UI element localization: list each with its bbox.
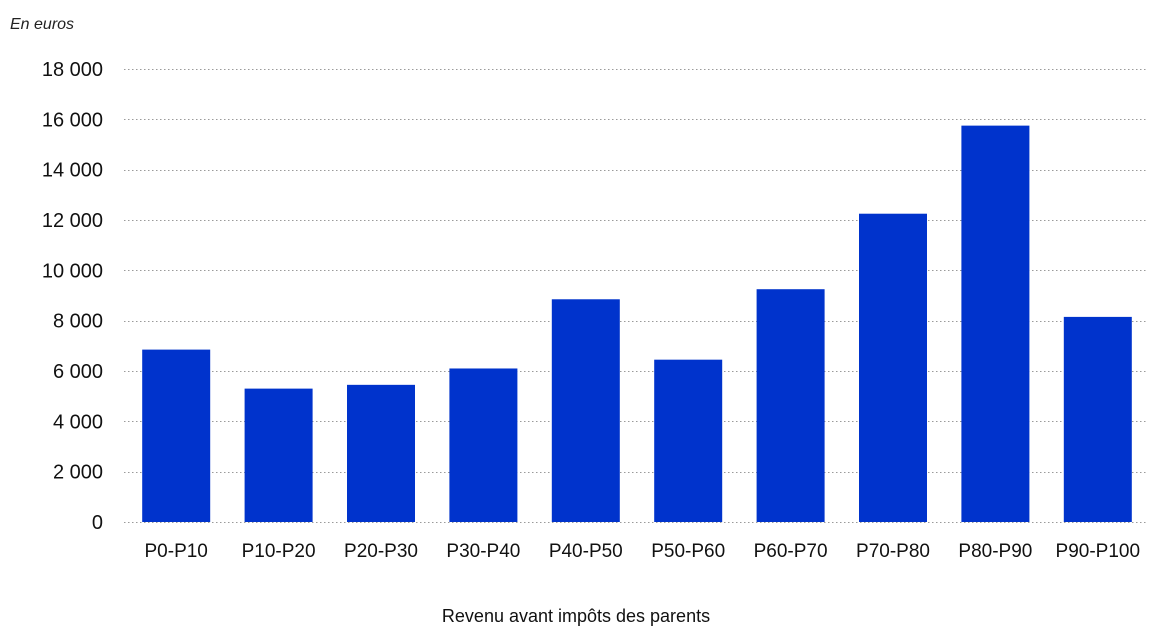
y-tick-label: 16 000 [42, 109, 103, 131]
x-tick-label: P40-P50 [549, 541, 623, 562]
bar-p80-p90 [961, 125, 1030, 522]
x-tick-label: P10-P20 [242, 541, 316, 562]
x-axis-title: Revenu avant impôts des parents [441, 606, 711, 626]
x-tick-label: P80-P90 [958, 541, 1032, 562]
x-tick-label: P70-P80 [856, 541, 930, 562]
bar-p40-p50 [551, 299, 620, 522]
x-tick-label: P60-P70 [754, 541, 828, 562]
x-tick-label: P30-P40 [446, 541, 520, 562]
y-tick-label: 14 000 [42, 160, 103, 182]
x-tick-label: P20-P30 [344, 541, 418, 562]
x-tick-label: P90-P100 [1056, 541, 1141, 562]
bar-p60-p70 [756, 289, 825, 522]
bar-p20-p30 [347, 384, 415, 522]
y-tick-label: 12 000 [42, 210, 103, 232]
x-tick-label: P0-P10 [145, 541, 208, 562]
bar-p90-p100 [1063, 316, 1132, 522]
y-tick-label: 0 [92, 512, 103, 534]
y-tick-label: 8 000 [53, 311, 103, 333]
y-tick-label: 10 000 [42, 260, 103, 282]
bar-p30-p40 [449, 368, 518, 522]
x-tick-label: P50-P60 [651, 541, 725, 562]
unit-label: En euros [10, 16, 75, 33]
y-tick-label: 6 000 [53, 361, 103, 383]
bar-p10-p20 [244, 388, 313, 522]
bars [142, 125, 1132, 523]
y-tick-label: 4 000 [53, 411, 103, 433]
y-axis-ticks: 0 2 000 4 000 6 000 8 000 10 000 12 000 14 000 1… [42, 59, 103, 534]
y-tick-label: 2 000 [53, 462, 103, 484]
bar-p70-p80 [859, 213, 927, 523]
bar-p50-p60 [654, 359, 723, 522]
bar-p0-p10 [142, 349, 211, 522]
y-tick-label: 18 000 [42, 59, 103, 81]
x-axis-ticks: P0-P10 P10-P20 P20-P30 P30-P40 P40-P50 P50-P6… [145, 541, 1141, 562]
